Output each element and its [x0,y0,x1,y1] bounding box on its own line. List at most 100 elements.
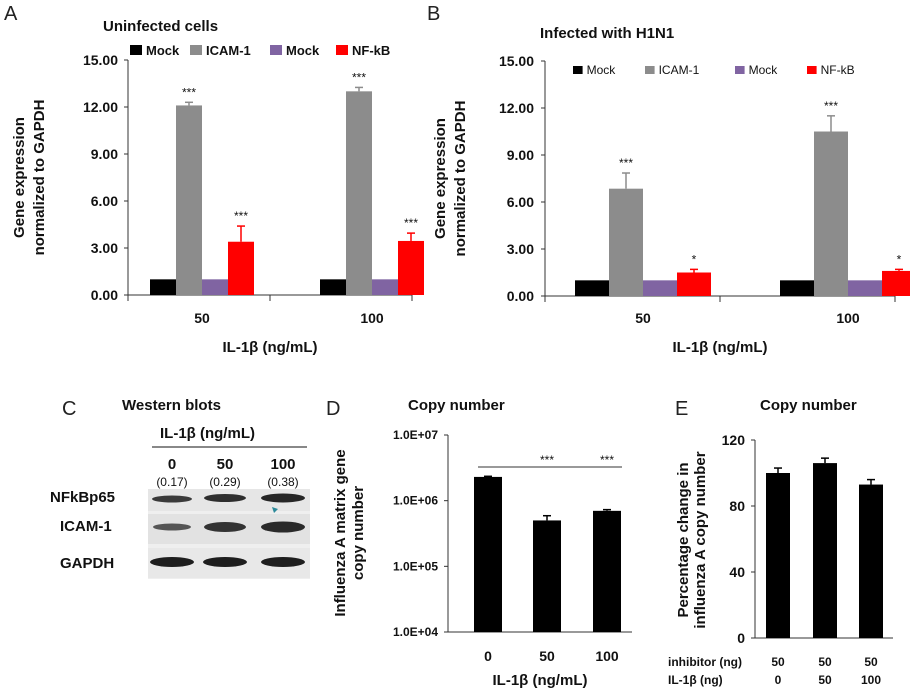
y-tick-label: 9.00 [507,147,534,163]
blot-band [204,522,246,532]
bar [202,279,228,295]
bar [533,520,561,632]
y-tick-label: 1.0E+05 [393,559,438,573]
blot-lane-labels: 0 50 100 (0.17) (0.29) (0.38) [156,456,298,489]
y-tick-label: 120 [722,432,746,448]
y-tick-label: 1.0E+04 [393,625,438,639]
bar [780,280,814,296]
blot-artifact [272,507,278,513]
legend-swatch [807,66,817,74]
y-tick-label: 0.00 [507,288,534,304]
chart-b: 0.003.006.009.0012.0015.00****50****100I… [432,53,910,356]
y-axis-title: normalized to GAPDH [31,100,48,256]
blot-band [150,557,194,567]
bar [593,510,621,632]
significance-label: * [897,252,902,266]
x-axis-title: IL-1β (ng/mL) [493,672,588,689]
y-axis-title: Gene expression [11,117,28,238]
blot-ratio: (0.38) [267,475,298,489]
bar [575,280,609,296]
legend-swatch [735,66,745,74]
significance-label: *** [540,453,554,467]
x-category-label: 100 [836,310,860,326]
x-inhibitor-label: 50 [864,655,878,669]
x-axis-title: IL-1β (ng/mL) [223,339,318,356]
legend-swatch [190,45,202,55]
chart-d: 1.0E+04 1.0E+05 1.0E+06 1.0E+07 0 50 100 *** ***… [332,428,632,689]
panel-a-title: Uninfected cells [103,18,218,35]
x-inhibitor-label: 50 [771,655,785,669]
blot-ratio: (0.17) [156,475,187,489]
chart-e: 0 40 80 120 50 0 50 50 50 100 Percentage change in… [675,432,893,687]
legend-swatch [573,66,583,74]
y-tick-label: 3.00 [507,241,534,257]
y-tick-label: 0.00 [91,287,118,303]
significance-label: *** [234,209,248,223]
significance-label: *** [352,70,366,84]
y-tick-label: 6.00 [91,193,118,209]
blot-lane-label: 50 [217,456,234,473]
y-tick-label: 12.00 [499,100,534,116]
y-axis-title: influenza A copy number [692,451,709,628]
blot-lane-label: 0 [168,456,176,473]
western-blot-panel: IL-1β (ng/mL) 0 50 100 (0.17) (0.29) (0.… [50,425,310,579]
chart-a: 0.00 3.00 6.00 9.00 12.00 15.00 *** *** 50 *** ***… [11,43,424,356]
blot-band [261,493,305,503]
bar [813,463,837,638]
x-category-label: 50 [194,310,210,326]
bar [609,188,643,296]
blot-band [261,521,305,533]
x-category-label: 0 [484,648,492,664]
y-tick-label: 0 [737,630,745,646]
bar [320,279,346,295]
legend-label: Mock [146,43,180,58]
bar [814,131,848,296]
legend-label: NF-kB [821,63,855,77]
y-tick-label: 12.00 [83,99,118,115]
panel-c-letter: C [62,398,76,420]
panel-e-title: Copy number [760,397,857,414]
legend-swatch [645,66,655,74]
blot-band [261,557,305,567]
y-tick-label: 15.00 [83,52,118,68]
bar [372,279,398,295]
panel-b-letter: B [427,3,440,25]
blot-band [153,523,191,531]
panel-c-title: Western blots [122,397,221,414]
significance-label: *** [619,156,633,170]
y-tick-label: 15.00 [499,53,534,69]
bar [398,240,424,295]
bar [176,105,202,295]
panel-a-letter: A [4,3,18,25]
y-axis-title: Influenza A matrix gene [332,449,349,616]
row-label-il1b: IL-1β (ng) [668,673,723,687]
bar [346,91,372,295]
legend-swatch [336,45,348,55]
panel-d-letter: D [326,398,340,420]
legend-label: NF-kB [352,43,390,58]
panel-e-letter: E [675,398,688,420]
x-category-label: 100 [595,648,619,664]
legend-swatch [130,45,142,55]
bar [643,280,677,296]
blot-band [203,557,247,567]
y-axis-title: copy number [350,486,367,580]
x-il1b-label: 100 [861,673,881,687]
y-tick-label: 80 [729,498,745,514]
y-tick-label: 40 [729,564,745,580]
panel-d-title: Copy number [408,397,505,414]
legend-label: ICAM-1 [206,43,251,58]
y-axis-title: Gene expression [432,118,449,239]
x-il1b-label: 0 [775,673,782,687]
bar [848,280,882,296]
y-tick-label: 1.0E+07 [393,428,438,442]
significance-label: *** [404,216,418,230]
blot-row-label: NFkBp65 [50,489,115,506]
legend-label: Mock [286,43,320,58]
y-tick-label: 9.00 [91,146,118,162]
significance-label: *** [182,85,196,99]
bar [228,241,254,295]
blot-band [152,495,192,503]
x-axis-title: IL-1β (ng/mL) [673,339,768,356]
blot-row-label: GAPDH [60,555,114,572]
